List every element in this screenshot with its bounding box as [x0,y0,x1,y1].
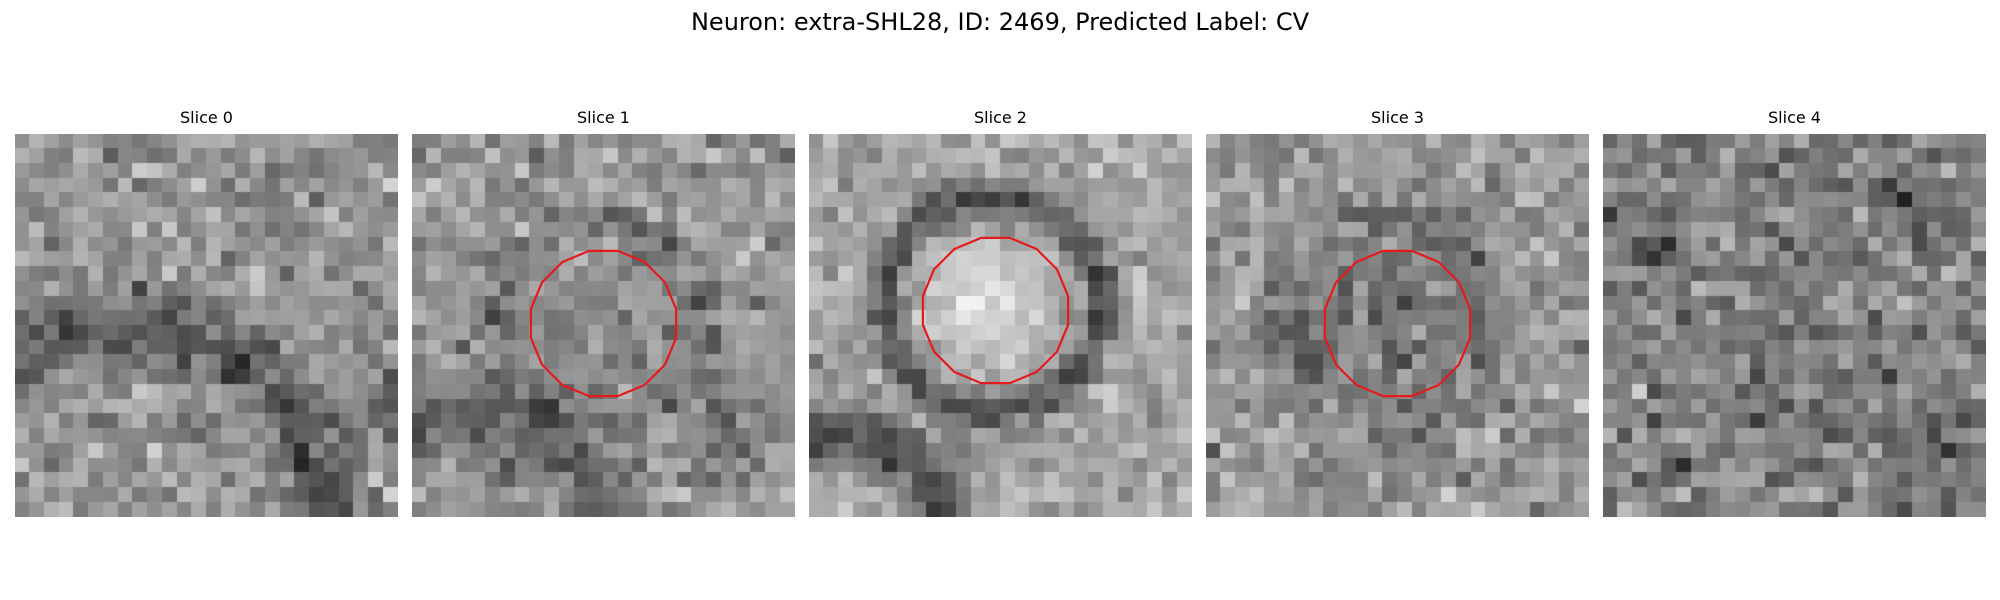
roi-contour [529,249,678,398]
slice-image-3 [1206,134,1589,517]
slice-title-0: Slice 0 [180,108,233,127]
slice-title-4: Slice 4 [1768,108,1821,127]
roi-contour [921,236,1070,385]
figure-title: Neuron: extra-SHL28, ID: 2469, Predicted… [690,8,1310,36]
roi-contour [1323,249,1472,398]
slice-image-0 [15,134,398,517]
slice-image-1 [412,134,795,517]
slice-title-3: Slice 3 [1371,108,1424,127]
slice-title-2: Slice 2 [974,108,1027,127]
slice-image-2 [809,134,1192,517]
slice-title-1: Slice 1 [577,108,630,127]
slice-image-4 [1603,134,1986,517]
